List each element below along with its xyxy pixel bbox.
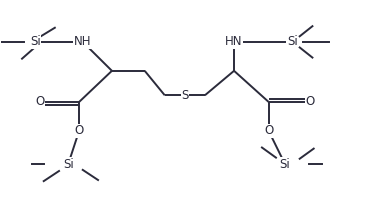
Text: O: O xyxy=(305,95,314,108)
Text: Si: Si xyxy=(30,35,41,48)
Text: O: O xyxy=(74,124,84,137)
Text: S: S xyxy=(181,89,188,102)
Text: Si: Si xyxy=(287,35,298,48)
Text: Si: Si xyxy=(63,158,74,171)
Text: NH: NH xyxy=(74,35,92,48)
Text: HN: HN xyxy=(225,35,243,48)
Text: O: O xyxy=(36,95,45,108)
Text: Si: Si xyxy=(280,158,291,171)
Text: O: O xyxy=(264,124,273,137)
